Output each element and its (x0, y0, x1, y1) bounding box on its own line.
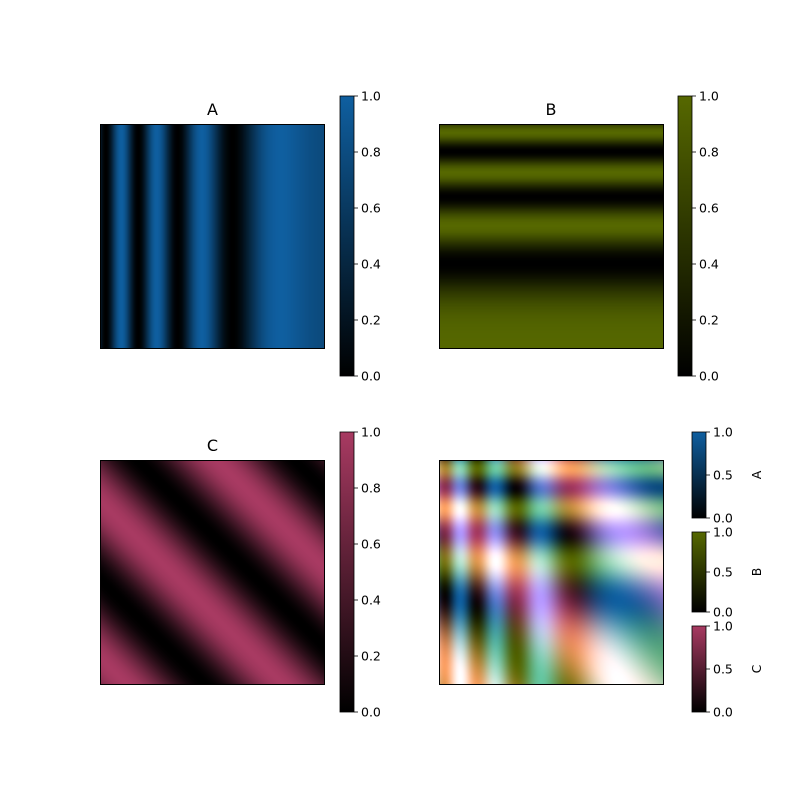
panel-c-title: C (207, 436, 218, 455)
colorbar-a: 0.0 0.2 0.4 0.6 0.8 1.0 (339, 89, 381, 384)
heatmap-blend-frame (439, 460, 664, 685)
panel-c: C 0.0 0.2 0.4 0.6 0.8 1.0 (100, 425, 381, 720)
heatmap-c (100, 460, 325, 685)
colorbar-b-tick-label: 0.2 (699, 313, 719, 328)
panel-a: A 0.0 0.2 0.4 0.6 0.8 1.0 (100, 89, 381, 384)
colorbar-blend-a-label: A (749, 470, 764, 479)
heatmap-a (100, 124, 325, 349)
colorbar-b-gradient (677, 95, 693, 377)
colorbar-blend-b: 0.0 0.5 1.0 B (691, 525, 764, 620)
colorbar-blend-c-tick-label: 0.5 (713, 662, 733, 677)
colorbar-b-tick-label: 0.6 (699, 201, 719, 216)
heatmap-a-frame (100, 124, 325, 349)
colorbar-c-tick-label: 1.0 (361, 425, 381, 440)
colorbar-blend-c: 0.0 0.5 1.0 C (691, 619, 764, 720)
colorbar-c: 0.0 0.2 0.4 0.6 0.8 1.0 (339, 425, 381, 720)
colorbar-a-gradient (339, 95, 355, 377)
heatmap-b (439, 124, 664, 349)
colorbar-blend-b-tick-label: 1.0 (713, 525, 733, 540)
colorbar-b-tick-label: 1.0 (699, 89, 719, 104)
colorbar-b: 0.0 0.2 0.4 0.6 0.8 1.0 (677, 89, 719, 384)
colorbar-c-tick-label: 0.6 (361, 537, 381, 552)
panel-a-title: A (207, 100, 218, 119)
colorbar-blend-a-tick-label: 1.0 (713, 425, 733, 440)
colorbar-a-tick-label: 0.4 (361, 257, 381, 272)
panel-b: B 0.0 0.2 0.4 0.6 0.8 1.0 (439, 89, 719, 384)
colorbar-b-tick-label: 0.8 (699, 145, 719, 160)
colorbar-a-tick-label: 0.6 (361, 201, 381, 216)
panel-b-title: B (546, 100, 557, 119)
colorbar-c-tick-label: 0.8 (361, 481, 381, 496)
colorbar-b-tick-label: 0.4 (699, 257, 719, 272)
colorbar-blend-c-label: C (749, 664, 764, 673)
heatmap-c-frame (100, 460, 325, 685)
colorbar-blend-a-gradient (691, 431, 707, 519)
colorbar-b-tick-label: 0.0 (699, 369, 719, 384)
colorbar-c-tick-label: 0.0 (361, 705, 381, 720)
heatmap-blend (439, 460, 664, 685)
colorbar-a-tick-label: 0.8 (361, 145, 381, 160)
heatmap-b-frame (439, 124, 664, 349)
colorbar-a-tick-label: 0.0 (361, 369, 381, 384)
colorbar-blend-c-gradient (691, 625, 707, 713)
colorbar-blend-b-gradient (691, 531, 707, 613)
colorbar-a-tick-label: 0.2 (361, 313, 381, 328)
colorbar-blend-b-tick-label: 0.0 (713, 605, 733, 620)
panel-blend: 0.0 0.5 1.0 A 0.0 0.5 1.0 B 0.0 0.5 1.0 C (439, 425, 764, 720)
colorbar-blend-b-tick-label: 0.5 (713, 565, 733, 580)
colorbar-blend-c-tick-label: 0.0 (713, 705, 733, 720)
colorbar-blend-a-tick-label: 0.5 (713, 468, 733, 483)
colorbar-a-tick-label: 1.0 (361, 89, 381, 104)
colorbar-blend-c-tick-label: 1.0 (713, 619, 733, 634)
colorbar-c-tick-label: 0.4 (361, 593, 381, 608)
colorbar-c-tick-label: 0.2 (361, 649, 381, 664)
colorbar-blend-a-tick-label: 0.0 (713, 511, 733, 526)
colorbar-blend-a: 0.0 0.5 1.0 A (691, 425, 764, 526)
colorbar-c-gradient (339, 431, 355, 713)
colorbar-blend-b-label: B (749, 568, 764, 577)
